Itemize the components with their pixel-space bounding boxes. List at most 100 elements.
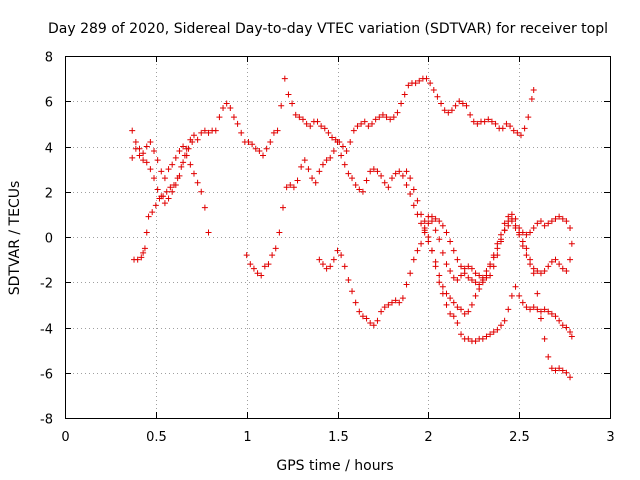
data-point <box>185 145 192 152</box>
series-sat-b <box>129 75 537 207</box>
data-point <box>334 138 341 145</box>
data-point <box>370 166 377 173</box>
data-point <box>414 197 421 204</box>
data-point <box>456 98 463 105</box>
data-point <box>470 118 477 125</box>
data-point <box>156 195 163 202</box>
data-point <box>149 209 156 216</box>
data-point <box>381 179 388 186</box>
data-point <box>161 200 168 207</box>
data-point <box>399 295 406 302</box>
data-point <box>349 175 356 182</box>
data-point <box>423 75 430 82</box>
x-tick-label: 0 <box>61 430 69 445</box>
x-tick-label: 1.5 <box>328 430 349 445</box>
data-point <box>198 188 205 195</box>
data-point <box>472 338 479 345</box>
data-point <box>428 218 435 225</box>
x-tick-label: 2 <box>424 430 432 445</box>
data-point <box>418 220 425 227</box>
data-point <box>454 304 461 311</box>
data-point <box>216 114 223 121</box>
data-point <box>220 105 227 112</box>
data-point <box>537 270 544 277</box>
data-point <box>517 132 524 139</box>
data-point <box>169 188 176 195</box>
data-point <box>327 154 334 161</box>
data-point <box>147 166 154 173</box>
data-point <box>398 100 405 107</box>
data-point <box>145 213 152 220</box>
data-point <box>439 249 446 256</box>
data-point <box>298 163 305 170</box>
data-point <box>181 152 188 159</box>
data-point <box>523 304 530 311</box>
data-point <box>443 229 450 236</box>
data-point <box>450 274 457 281</box>
data-point <box>314 118 321 125</box>
data-point <box>339 143 346 150</box>
x-tick-label: 1 <box>243 430 251 445</box>
data-point <box>556 261 563 268</box>
data-point <box>405 82 412 89</box>
data-point <box>190 132 197 139</box>
data-point <box>407 175 414 182</box>
data-point <box>260 152 267 159</box>
data-point <box>467 111 474 118</box>
data-point <box>245 138 252 145</box>
data-point <box>392 297 399 304</box>
data-point <box>361 118 368 125</box>
data-point <box>548 218 555 225</box>
data-point <box>472 279 479 286</box>
data-point <box>379 111 386 118</box>
y-tick-label: -8 <box>40 413 53 428</box>
data-point <box>414 247 421 254</box>
data-point <box>387 116 394 123</box>
data-point <box>434 93 441 100</box>
data-point <box>519 229 526 236</box>
data-point <box>385 301 392 308</box>
data-point <box>458 331 465 338</box>
data-point <box>567 374 574 381</box>
data-point <box>516 292 523 299</box>
data-point <box>254 270 261 277</box>
data-point <box>143 143 150 150</box>
data-point <box>343 148 350 155</box>
data-point <box>425 238 432 245</box>
data-point <box>527 256 534 263</box>
data-point <box>163 188 170 195</box>
data-point <box>410 202 417 209</box>
y-tick-label: 6 <box>45 96 53 111</box>
data-point <box>356 186 363 193</box>
y-tick-label: 2 <box>45 187 53 202</box>
data-point <box>432 258 439 265</box>
data-point <box>189 138 196 145</box>
data-point <box>452 102 459 109</box>
y-tick-label: -2 <box>40 277 53 292</box>
data-point <box>363 315 370 322</box>
data-point <box>501 220 508 227</box>
data-point <box>374 168 381 175</box>
data-point <box>421 227 428 234</box>
data-point <box>372 116 379 123</box>
data-point <box>487 272 494 279</box>
data-point <box>385 184 392 191</box>
data-point <box>432 215 439 222</box>
data-point <box>568 333 575 340</box>
data-point <box>392 170 399 177</box>
data-point <box>448 107 455 114</box>
data-point <box>447 295 454 302</box>
data-point <box>499 125 506 132</box>
data-point <box>390 114 397 121</box>
data-point <box>505 218 512 225</box>
data-point <box>154 186 161 193</box>
data-point <box>212 127 219 134</box>
data-point <box>530 270 537 277</box>
data-point <box>152 202 159 209</box>
data-point <box>428 247 435 254</box>
data-point <box>330 256 337 263</box>
x-axis-label: GPS time / hours <box>276 458 393 474</box>
data-point <box>490 263 497 270</box>
axis-ticks: 0 0.5 1 1.5 2 2.5 3 -8 -6 -4 -2 0 2 4 6 8 <box>40 51 615 446</box>
data-point <box>147 138 154 145</box>
